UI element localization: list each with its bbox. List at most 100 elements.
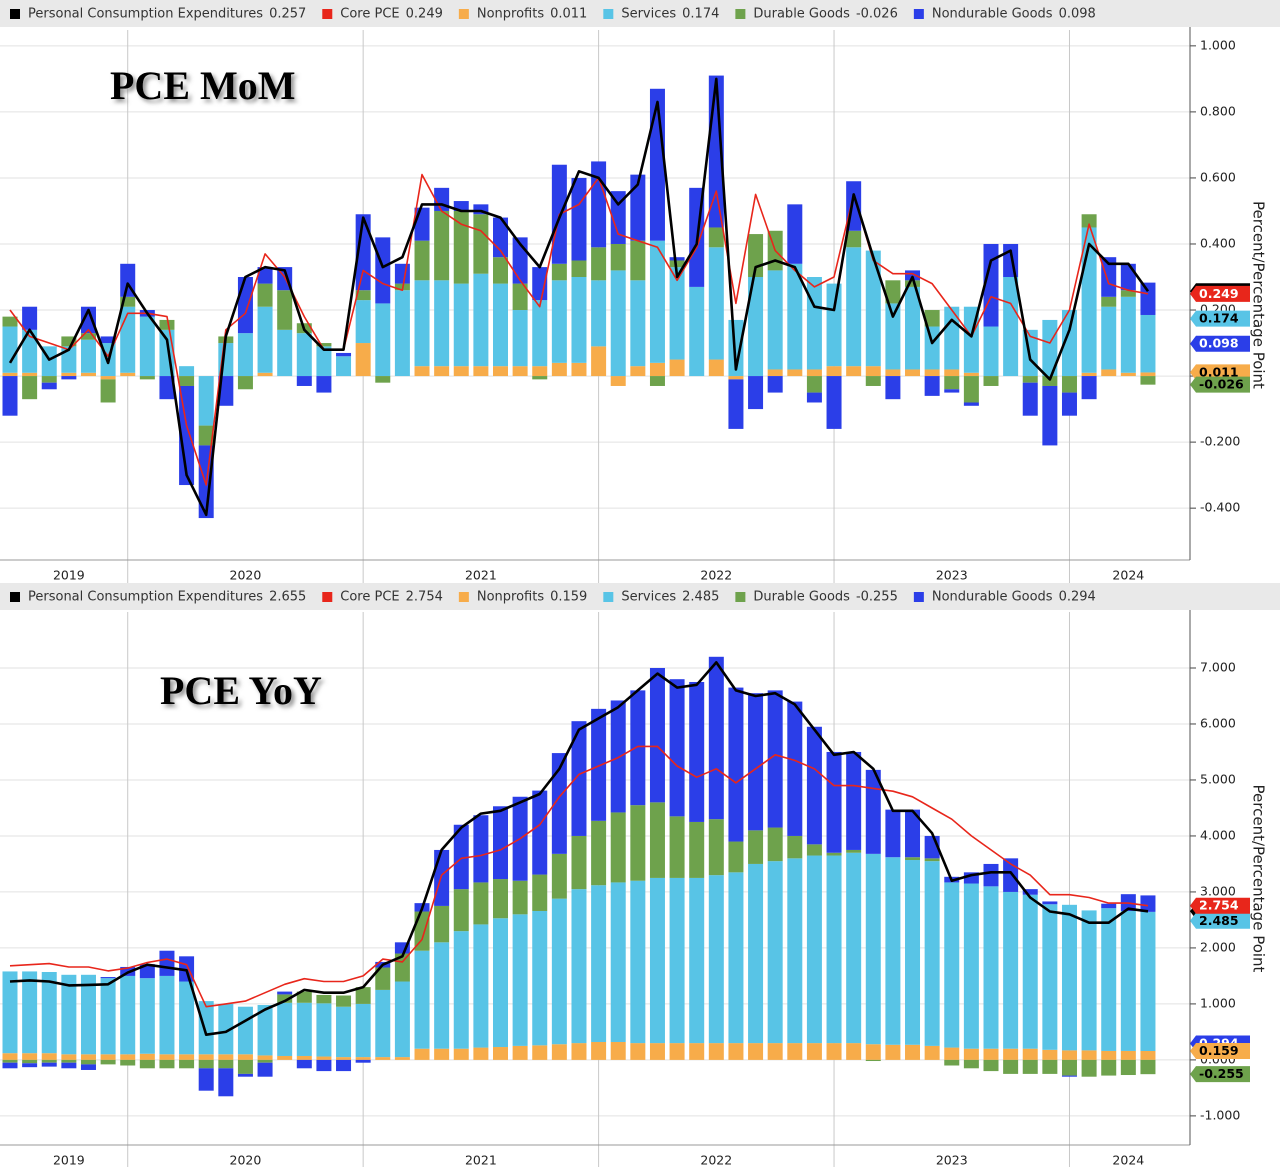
bar-segment xyxy=(1140,911,1156,1051)
bar-segment xyxy=(1003,891,1019,1049)
bar-segment xyxy=(2,1062,18,1069)
bar-segment xyxy=(434,905,450,943)
bar-segment xyxy=(473,882,489,925)
x-tick-label: 2019 xyxy=(53,568,85,583)
bar-segment xyxy=(316,346,332,377)
bar-segment xyxy=(394,1057,410,1060)
bar-segment xyxy=(512,283,528,311)
bar-segment xyxy=(1140,1050,1156,1060)
bar-segment xyxy=(787,701,803,836)
bar-segment xyxy=(1101,908,1117,1051)
bar-segment xyxy=(22,971,38,1054)
bar-segment xyxy=(983,326,999,377)
bar-segment xyxy=(218,376,234,406)
bar-segment xyxy=(551,853,567,899)
bar-segment xyxy=(846,751,862,850)
bar-segment xyxy=(826,1043,842,1060)
bar-segment xyxy=(532,910,548,1046)
bar-segment xyxy=(1061,376,1077,393)
bar-segment xyxy=(257,283,273,307)
bar-segment xyxy=(22,1059,38,1064)
bar-segment xyxy=(394,263,410,284)
bar-segment xyxy=(885,857,901,1045)
bar-segment xyxy=(414,911,430,951)
bar-segment xyxy=(159,950,175,976)
value-box-label: 0.174 xyxy=(1199,311,1239,326)
value-box-label: 0.011 xyxy=(1199,364,1239,379)
bar-segment xyxy=(1120,910,1136,1051)
x-tick-label: 2023 xyxy=(936,1153,968,1167)
bar-segment xyxy=(1140,372,1156,377)
bar-segment xyxy=(296,376,312,386)
bar-segment xyxy=(591,708,607,821)
bar-segment xyxy=(237,1054,253,1060)
legend-swatch xyxy=(735,592,746,602)
bar-segment xyxy=(767,270,783,370)
bar-segment xyxy=(630,366,646,377)
bar-segment xyxy=(414,366,430,377)
bar-segment xyxy=(885,809,901,858)
bar-segment xyxy=(434,849,450,906)
bar-segment xyxy=(924,861,940,1046)
bar-segment xyxy=(865,376,881,386)
bar-segment xyxy=(1022,376,1038,383)
bar-segment xyxy=(414,240,430,281)
bar-segment xyxy=(336,1057,352,1060)
bar-segment xyxy=(473,1047,489,1060)
bar-segment xyxy=(198,1059,214,1069)
bar-segment xyxy=(414,280,430,367)
value-box: -0.026 xyxy=(1190,376,1250,393)
bar-segment xyxy=(80,1059,96,1065)
bar-segment xyxy=(41,1053,57,1060)
bar-segment xyxy=(434,210,450,281)
bar-segment xyxy=(532,366,548,377)
bar-segment xyxy=(748,376,764,410)
bar-segment xyxy=(1140,376,1156,385)
value-box-bg xyxy=(1190,912,1250,929)
bar-segment xyxy=(1022,894,1038,1049)
bar-segment xyxy=(944,369,960,377)
bar-segment xyxy=(649,667,665,803)
bar-segment xyxy=(1042,319,1058,377)
bar-segment xyxy=(237,277,253,334)
bar-segment xyxy=(1120,1050,1136,1060)
bar-segment xyxy=(512,914,528,1046)
bar-segment xyxy=(159,1054,175,1060)
bar-segment xyxy=(453,366,469,377)
bar-segment xyxy=(669,816,685,878)
bar-segment xyxy=(120,306,136,373)
bar-segment xyxy=(865,1059,881,1062)
legend-label: Durable Goods xyxy=(753,7,850,22)
bar-segment xyxy=(1003,243,1019,278)
legend-value: 2.485 xyxy=(682,590,719,605)
legend-swatch xyxy=(10,9,20,19)
bar-segment xyxy=(453,201,469,211)
bar-segment xyxy=(826,376,842,429)
bar-segment xyxy=(630,280,646,367)
bar-segment xyxy=(414,207,430,241)
bar-segment xyxy=(649,877,665,1044)
bar-segment xyxy=(924,326,940,370)
bar-segment xyxy=(767,376,783,393)
bar-segment xyxy=(1003,277,1019,377)
bar-segment xyxy=(963,376,979,403)
bar-segment xyxy=(983,1048,999,1060)
bar-segment xyxy=(826,751,842,853)
legend-label: Personal Consumption Expenditures xyxy=(28,7,263,22)
bar-segment xyxy=(218,1054,234,1060)
bar-segment xyxy=(1042,385,1058,446)
bar-segment xyxy=(591,885,607,1042)
legend-value: 2.655 xyxy=(269,590,306,605)
bar-segment xyxy=(2,971,18,1054)
x-tick-label: 2019 xyxy=(53,1153,85,1167)
value-box-label: 0.249 xyxy=(1199,286,1239,301)
bar-segment xyxy=(159,1059,175,1069)
bar-segment xyxy=(277,1055,293,1060)
y-tick-label: 4.000 xyxy=(1200,827,1236,842)
bar-segment xyxy=(316,1059,332,1072)
bar-segment xyxy=(610,882,626,1042)
bar-segment xyxy=(591,1041,607,1060)
bar-segment xyxy=(728,1043,744,1060)
bar-segment xyxy=(2,316,18,327)
